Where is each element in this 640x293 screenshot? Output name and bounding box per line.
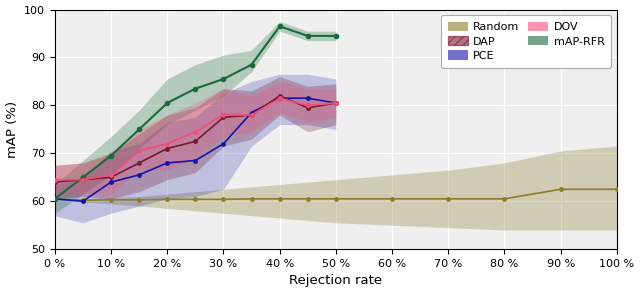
Legend: Random, DAP, PCE, DOV, mAP-RFR: Random, DAP, PCE, DOV, mAP-RFR xyxy=(441,15,611,68)
X-axis label: Rejection rate: Rejection rate xyxy=(289,275,383,287)
Y-axis label: mAP (%): mAP (%) xyxy=(6,101,19,158)
